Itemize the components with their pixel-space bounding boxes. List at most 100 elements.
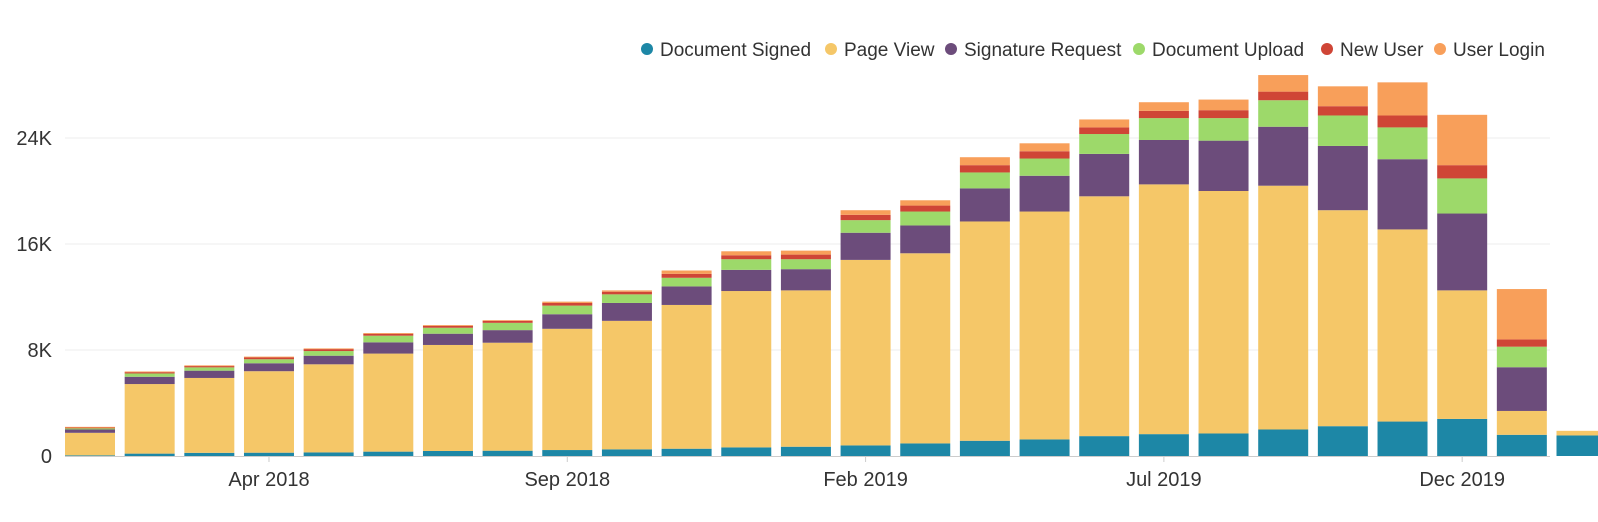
bar-segment[interactable] xyxy=(1258,126,1309,186)
bar-segment[interactable] xyxy=(1019,211,1070,440)
bar-segment[interactable] xyxy=(65,426,115,428)
bar-segment[interactable] xyxy=(243,356,294,358)
bar-segment[interactable] xyxy=(1377,229,1428,422)
bar-segment[interactable] xyxy=(1258,75,1309,92)
bar-segment[interactable] xyxy=(65,427,115,429)
bar-segment[interactable] xyxy=(303,452,354,456)
bar-stack[interactable] xyxy=(1377,82,1428,456)
bar-segment[interactable] xyxy=(661,286,712,305)
bar-segment[interactable] xyxy=(1317,210,1368,427)
bar-segment[interactable] xyxy=(1437,418,1488,456)
bar-segment[interactable] xyxy=(1556,435,1598,456)
bar-segment[interactable] xyxy=(363,335,414,343)
bar-segment[interactable] xyxy=(959,172,1010,189)
bar-segment[interactable] xyxy=(1437,165,1488,179)
bar-segment[interactable] xyxy=(840,445,891,456)
legend-item[interactable]: Page View xyxy=(825,40,935,61)
bar-segment[interactable] xyxy=(721,255,772,260)
bar-segment[interactable] xyxy=(840,259,891,446)
bar-segment[interactable] xyxy=(124,453,175,456)
bar-segment[interactable] xyxy=(1437,114,1488,166)
bar-segment[interactable] xyxy=(363,333,414,336)
bar-segment[interactable] xyxy=(780,259,831,270)
bar-segment[interactable] xyxy=(900,253,951,444)
legend-item[interactable]: Signature Request xyxy=(945,40,1122,61)
bar-stack[interactable] xyxy=(601,290,652,456)
bar-segment[interactable] xyxy=(1019,158,1070,176)
bar-segment[interactable] xyxy=(1258,429,1309,457)
bar-segment[interactable] xyxy=(780,269,831,291)
bar-stack[interactable] xyxy=(363,333,414,456)
bar-stack[interactable] xyxy=(243,356,294,456)
bar-segment[interactable] xyxy=(422,344,473,451)
bar-segment[interactable] xyxy=(184,452,235,456)
legend-item[interactable]: User Login xyxy=(1434,40,1545,61)
bar-segment[interactable] xyxy=(1019,439,1070,456)
bar-stack[interactable] xyxy=(1258,75,1309,457)
bar-segment[interactable] xyxy=(542,314,593,329)
bar-stack[interactable] xyxy=(959,157,1010,456)
bar-segment[interactable] xyxy=(482,342,533,451)
bar-segment[interactable] xyxy=(1138,110,1189,119)
bar-segment[interactable] xyxy=(1496,410,1547,435)
bar-segment[interactable] xyxy=(1496,289,1547,340)
bar-stack[interactable] xyxy=(661,270,712,457)
bar-stack[interactable] xyxy=(900,200,951,456)
bar-segment[interactable] xyxy=(1496,367,1547,411)
bar-segment[interactable] xyxy=(363,333,414,334)
bar-segment[interactable] xyxy=(243,363,294,372)
bar-segment[interactable] xyxy=(65,429,115,433)
bar-stack[interactable] xyxy=(721,251,772,456)
bar-segment[interactable] xyxy=(1019,143,1070,152)
bar-segment[interactable] xyxy=(482,320,533,323)
bar-segment[interactable] xyxy=(840,210,891,215)
bar-segment[interactable] xyxy=(542,328,593,451)
bar-segment[interactable] xyxy=(124,372,175,374)
bar-segment[interactable] xyxy=(900,205,951,212)
bar-segment[interactable] xyxy=(1138,102,1189,111)
bar-segment[interactable] xyxy=(124,384,175,454)
bar-segment[interactable] xyxy=(721,259,772,270)
bar-segment[interactable] xyxy=(482,322,533,331)
bar-segment[interactable] xyxy=(840,232,891,260)
bar-segment[interactable] xyxy=(363,353,414,452)
bar-stack[interactable] xyxy=(184,365,235,456)
bar-segment[interactable] xyxy=(661,448,712,456)
bar-segment[interactable] xyxy=(959,440,1010,456)
bar-segment[interactable] xyxy=(959,188,1010,222)
bar-segment[interactable] xyxy=(780,254,831,260)
bar-segment[interactable] xyxy=(243,359,294,364)
bar-segment[interactable] xyxy=(780,446,831,456)
bar-segment[interactable] xyxy=(780,250,831,255)
bar-segment[interactable] xyxy=(1377,115,1428,128)
bar-segment[interactable] xyxy=(721,269,772,292)
bar-segment[interactable] xyxy=(184,367,235,371)
bar-segment[interactable] xyxy=(303,349,354,352)
bar-segment[interactable] xyxy=(124,371,175,373)
bar-segment[interactable] xyxy=(1437,213,1488,291)
bar-segment[interactable] xyxy=(1138,139,1189,185)
bar-segment[interactable] xyxy=(542,301,593,303)
bar-segment[interactable] xyxy=(124,376,175,385)
bar-segment[interactable] xyxy=(1198,118,1249,141)
bar-segment[interactable] xyxy=(1079,119,1130,128)
bar-segment[interactable] xyxy=(840,220,891,233)
bar-segment[interactable] xyxy=(542,302,593,306)
bar-segment[interactable] xyxy=(1019,151,1070,159)
bar-segment[interactable] xyxy=(542,450,593,456)
bar-segment[interactable] xyxy=(1437,290,1488,419)
bar-segment[interactable] xyxy=(184,370,235,378)
bar-stack[interactable] xyxy=(1437,114,1488,456)
bar-segment[interactable] xyxy=(601,294,652,303)
bar-segment[interactable] xyxy=(243,357,294,360)
bar-segment[interactable] xyxy=(1258,100,1309,127)
bar-segment[interactable] xyxy=(661,273,712,278)
bar-segment[interactable] xyxy=(959,221,1010,441)
bar-stack[interactable] xyxy=(124,371,175,456)
bar-stack[interactable] xyxy=(1138,102,1189,456)
bar-segment[interactable] xyxy=(1198,191,1249,434)
bar-stack[interactable] xyxy=(65,426,115,457)
bar-stack[interactable] xyxy=(1496,289,1547,456)
bar-segment[interactable] xyxy=(422,325,473,328)
bar-segment[interactable] xyxy=(65,432,115,456)
